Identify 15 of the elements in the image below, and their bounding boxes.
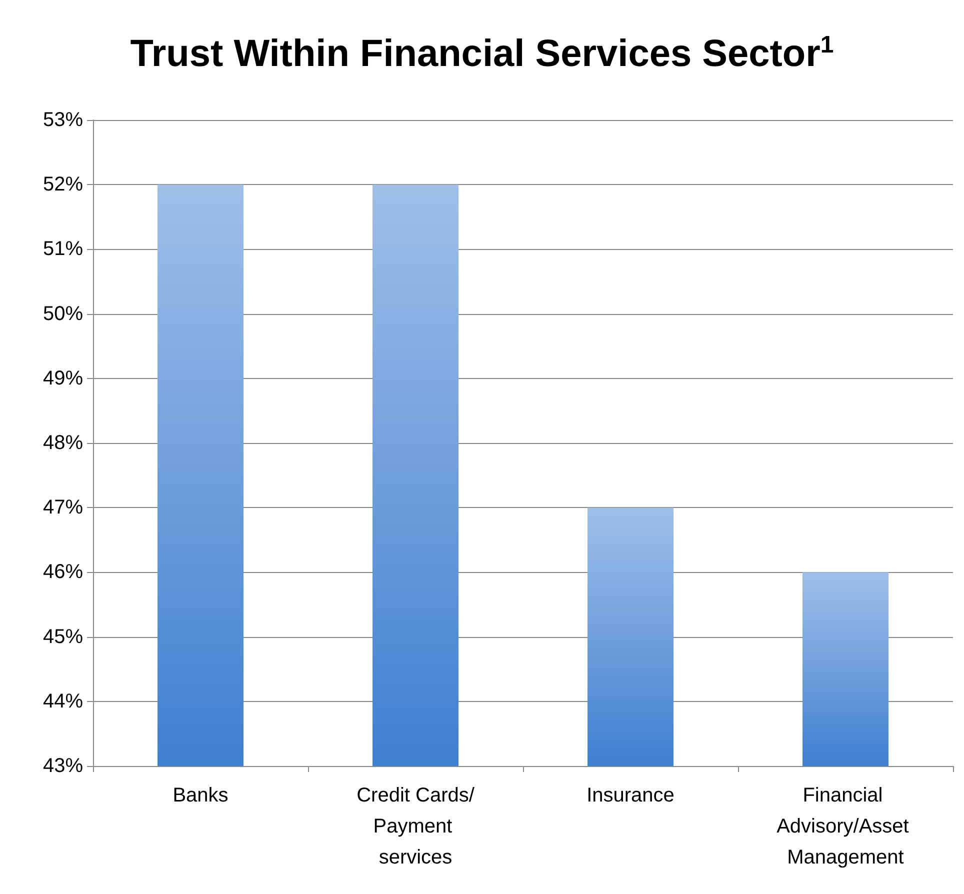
y-tick-label: 53% [42, 109, 84, 131]
y-tick-label: 47% [42, 496, 84, 519]
y-tick-label: 43% [42, 755, 84, 777]
y-tick-label: 48% [42, 432, 84, 454]
x-tick-label: Banks [172, 784, 228, 806]
y-tick-label: 44% [42, 690, 84, 712]
y-tick-label: 50% [42, 302, 84, 325]
x-tick-label: Credit Cards/Payment services [356, 784, 475, 868]
x-tick-label: Insurance [586, 784, 674, 806]
y-tick-label: 45% [42, 626, 84, 648]
y-tick-label: 49% [42, 367, 84, 390]
y-tick-label: 51% [42, 238, 84, 260]
x-tick-label: Financial Advisory/Asset Management [776, 784, 914, 868]
y-tick-label: 46% [42, 561, 84, 584]
y-tick-label: 52% [42, 174, 84, 196]
